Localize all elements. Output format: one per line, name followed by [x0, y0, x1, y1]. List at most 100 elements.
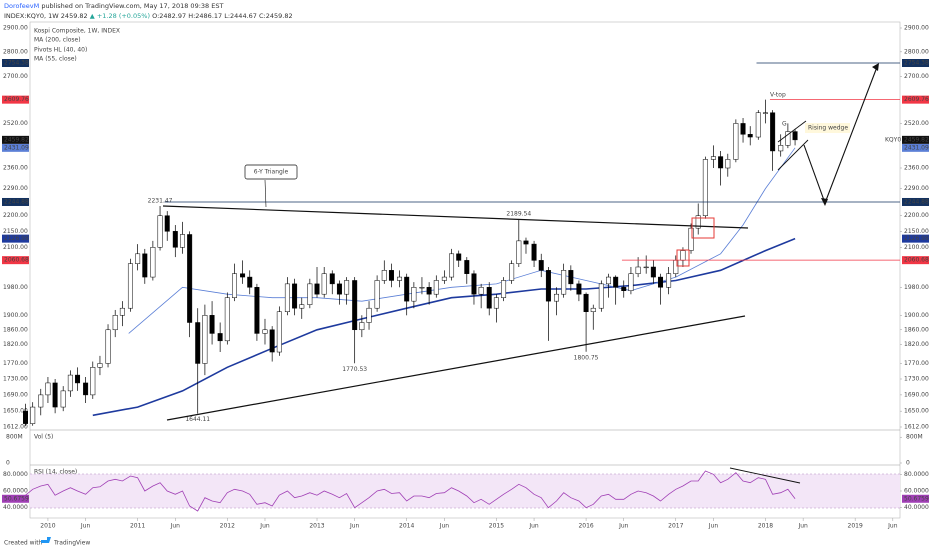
- y-tick-label: 1730.00: [3, 375, 28, 382]
- candle-body: [90, 367, 96, 396]
- rsi-badge-label: 50.6759: [4, 495, 29, 502]
- symbol: INDEX:KQY0, 1W: [4, 12, 59, 20]
- x-tick-label: Jun: [708, 523, 719, 530]
- triangle-upper-line: [162, 205, 749, 229]
- candle-body: [105, 329, 111, 364]
- candle-body: [292, 283, 298, 309]
- y-tick-label: 2900.00: [904, 25, 929, 32]
- symbol-legend: Kospi Composite, 1W, INDEX: [34, 28, 120, 35]
- plot-frame: [29, 21, 901, 519]
- y-tick-label: 1900.00: [904, 312, 929, 319]
- price-badge-label: 2126.98: [4, 235, 29, 242]
- x-tick-label: Jun: [80, 523, 91, 530]
- wedge-line: [777, 139, 809, 171]
- ohlc: O:2482.97 H:2486.17 L:2444.67 C:2459.82: [152, 12, 293, 20]
- candle-body: [217, 333, 223, 342]
- candle-body: [792, 131, 798, 141]
- candle-body: [404, 276, 410, 302]
- candle-body: [23, 410, 29, 424]
- pivot-label: 1800.75: [574, 354, 599, 361]
- y-tick-label: 2520.00: [3, 120, 28, 127]
- candle-body: [112, 315, 118, 331]
- y-tick-label: 2200.00: [904, 212, 929, 219]
- candle-body: [202, 315, 208, 364]
- pivot-label: 1644.11: [185, 416, 210, 423]
- candle-body: [30, 406, 36, 424]
- candle-body: [702, 159, 708, 216]
- x-tick-label: Jun: [349, 523, 360, 530]
- candle-body: [411, 287, 417, 302]
- candle-body: [60, 390, 66, 408]
- x-tick-label: Jun: [439, 523, 450, 530]
- candle-body: [658, 276, 664, 288]
- price-badge-label: 2609.76: [4, 96, 29, 103]
- arrow-head: [821, 198, 828, 206]
- price-badge: [902, 59, 929, 68]
- y-tick-label: 1980.00: [904, 284, 929, 291]
- price-badge: [902, 256, 929, 265]
- price-badge-label: 2060.68: [904, 257, 929, 264]
- candle-body: [97, 363, 103, 368]
- candle-body: [254, 287, 260, 334]
- rsi-tick-label: 40.0000: [3, 504, 28, 511]
- price-badge: [2, 95, 29, 104]
- y-tick-label: 2520.00: [904, 120, 929, 127]
- price-badge: [2, 143, 29, 152]
- vol-tick-label: 0: [906, 460, 910, 467]
- rsi-tick-label: 80.0000: [3, 471, 28, 478]
- candle-body: [643, 266, 649, 269]
- x-tick-label: 2012: [220, 523, 235, 530]
- y-tick-label: 1690.00: [3, 391, 28, 398]
- candle-body: [276, 311, 282, 353]
- candle-body: [523, 240, 529, 245]
- y-tick-label: 1730.00: [904, 375, 929, 382]
- candle-body: [426, 287, 432, 295]
- candle-body: [568, 270, 574, 285]
- candle-body: [433, 280, 439, 295]
- x-tick-label: Jun: [528, 523, 539, 530]
- y-tick-label: 1650.00: [3, 408, 28, 415]
- candle-body: [516, 240, 522, 264]
- candle-body: [45, 382, 51, 396]
- candle-body: [209, 315, 215, 334]
- price-badge-label: 2431.09: [904, 144, 929, 151]
- candle-body: [299, 304, 305, 309]
- y-tick-label: 2100.00: [3, 244, 28, 251]
- candle-body: [598, 283, 604, 309]
- rsi-badge: [902, 494, 929, 503]
- y-tick-label: 1820.00: [3, 341, 28, 348]
- vol-legend: Vol (5): [34, 434, 53, 441]
- candle-body: [695, 215, 701, 229]
- candle-body: [590, 307, 596, 312]
- annotation: G: [782, 121, 787, 128]
- published: published on TradingView.com, May 17, 20…: [41, 2, 223, 10]
- candle-body: [650, 266, 656, 278]
- candle-body: [352, 280, 358, 331]
- y-tick-label: 2200.00: [3, 212, 28, 219]
- y-tick-label: 1612.00: [3, 424, 28, 431]
- candle-body: [284, 283, 290, 312]
- price-badge-label: 2126.98: [904, 235, 929, 242]
- y-tick-label: 2700.00: [904, 73, 929, 80]
- quote-line: INDEX:KQY0, 1W 2459.82 ▲ +1.28 (+0.05%) …: [4, 12, 293, 20]
- last-price-label: 2459.82: [4, 136, 29, 143]
- y-tick-label: 1612.00: [904, 424, 929, 431]
- candle-body: [576, 283, 582, 295]
- rsi-tick-label: 60.0000: [904, 488, 929, 495]
- y-tick-label: 1900.00: [3, 312, 28, 319]
- y-tick-label: 2800.00: [904, 48, 929, 55]
- candle-body: [688, 227, 694, 251]
- price-badge-label: 2609.76: [904, 96, 929, 103]
- callout-pointer: [264, 179, 267, 208]
- x-tick-label: Jun: [170, 523, 181, 530]
- logo: [41, 537, 51, 543]
- vol-tick-label: 0: [6, 460, 10, 467]
- rsi-legend: RSI (14, close): [34, 469, 77, 476]
- y-tick-label: 2290.00: [904, 185, 929, 192]
- wedge-line: [777, 120, 807, 143]
- pivot-label: 2189.54: [506, 210, 531, 217]
- candle-body: [762, 112, 768, 114]
- breakout-box: [676, 249, 690, 267]
- candle-body: [314, 283, 320, 295]
